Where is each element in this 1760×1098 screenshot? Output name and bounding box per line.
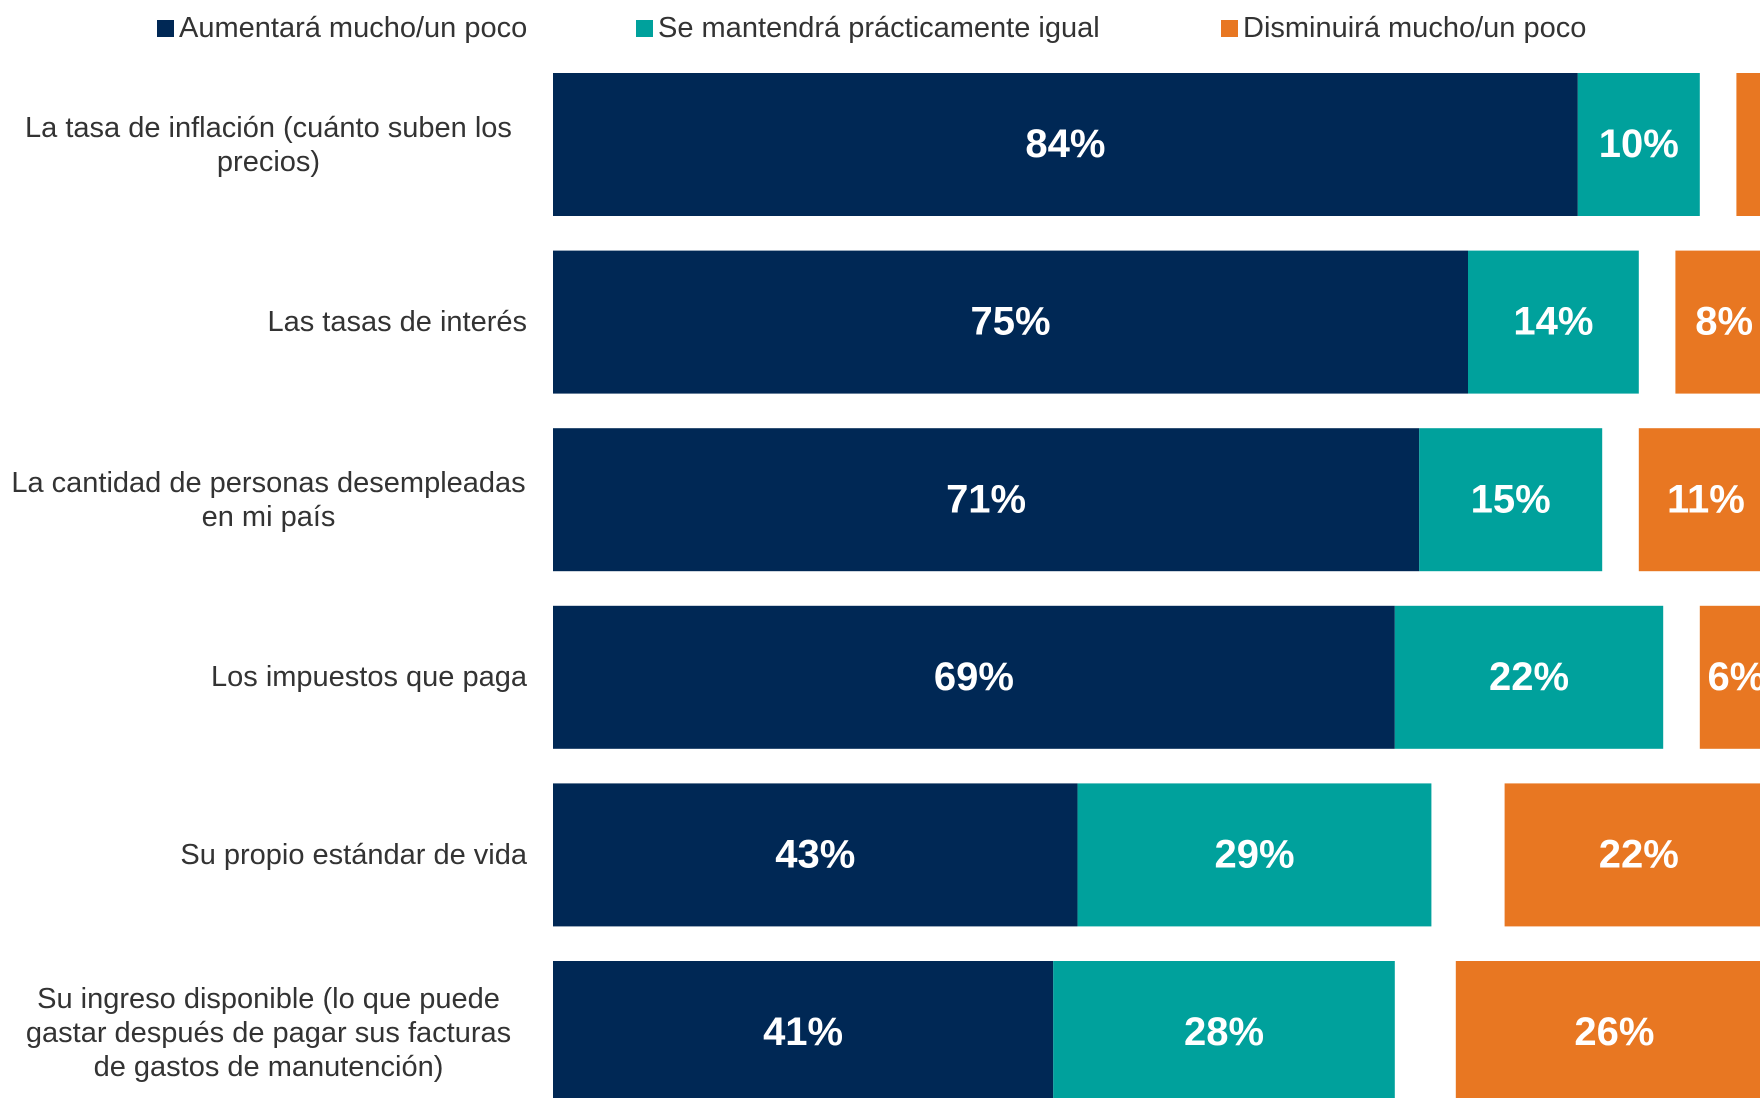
value-label: 29% (1214, 832, 1294, 876)
category-label: Los impuestos que paga (10, 606, 527, 749)
bar-segment (1077, 783, 1432, 927)
legend-swatch (157, 19, 174, 37)
value-label: 10% (1599, 122, 1679, 166)
category-label: Las tasas de interés (10, 251, 527, 394)
legend-label: Aumentará mucho/un poco (179, 11, 528, 44)
bar-segment (1675, 250, 1760, 394)
bar-segment (1394, 605, 1664, 749)
bar-segment (1053, 961, 1395, 1098)
legend-label: Disminuirá mucho/un poco (1243, 11, 1587, 44)
value-label: 84% (1025, 122, 1105, 166)
value-label: 14% (1513, 300, 1593, 344)
bar-segment (1638, 428, 1760, 572)
bar-segment (553, 73, 1578, 216)
bar-segment (553, 605, 1395, 749)
category-text: Su ingreso disponible (lo que puede gast… (25, 982, 512, 1083)
value-label: 11% (1667, 477, 1745, 521)
bar-segment (553, 783, 1078, 927)
category-label: La cantidad de personas desempleadas en … (10, 428, 527, 571)
value-label: 71% (946, 477, 1026, 521)
bar-segment (1419, 428, 1603, 572)
category-label: Su propio estándar de vida (10, 783, 527, 926)
value-label: 41% (763, 1010, 843, 1054)
bar-segment (553, 961, 1054, 1098)
value-label: 15% (1471, 477, 1551, 521)
value-label: 8% (1695, 300, 1753, 344)
value-label: 22% (1599, 832, 1679, 876)
bar-segment (1504, 783, 1760, 927)
category-text: La cantidad de personas desempleadas en … (11, 466, 526, 533)
value-label: 26% (1574, 1010, 1654, 1054)
legend-swatch (1221, 19, 1238, 37)
bar-segment (1699, 605, 1760, 749)
legend-item: Disminuirá mucho/un poco (1221, 8, 1586, 48)
bar-segment (1455, 961, 1760, 1098)
category-text: Su propio estándar de vida (180, 838, 527, 871)
category-label: Su ingreso disponible (lo que puede gast… (10, 961, 527, 1098)
legend-label: Se mantendrá prácticamente igual (658, 11, 1100, 44)
category-text: Las tasas de interés (267, 306, 527, 339)
category-label: La tasa de inflación (cuánto suben los p… (10, 73, 527, 216)
bar-segment (553, 428, 1420, 572)
bar-segment (1468, 250, 1639, 394)
value-label: 43% (775, 832, 855, 876)
category-text: Los impuestos que paga (211, 661, 527, 694)
category-text: La tasa de inflación (cuánto suben los p… (25, 111, 512, 178)
value-label: 75% (970, 300, 1050, 344)
legend-item: Se mantendrá prácticamente igual (636, 8, 1100, 48)
bar-segment (553, 250, 1468, 394)
value-label: 22% (1489, 655, 1569, 699)
value-label: 69% (934, 655, 1014, 699)
legend-swatch (636, 19, 653, 37)
bar-segment (1736, 73, 1760, 216)
value-label: 28% (1184, 1010, 1264, 1054)
bar-segment (1577, 73, 1700, 216)
value-label: 6% (1707, 655, 1760, 699)
legend-item: Aumentará mucho/un poco (157, 8, 527, 48)
